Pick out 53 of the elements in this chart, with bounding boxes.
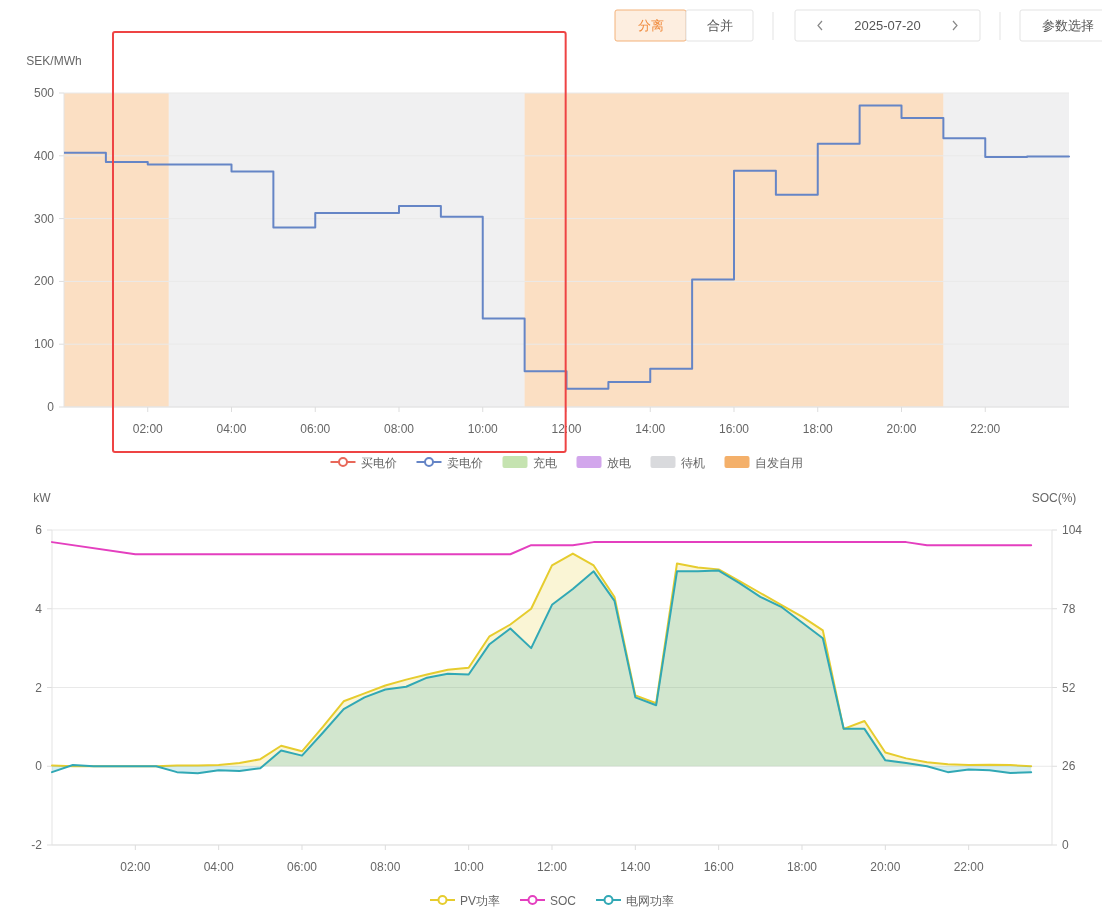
legend-label: 放电 [606, 455, 631, 470]
y2-tick-label: 0 [1062, 838, 1069, 852]
y-tick-label: 400 [33, 148, 55, 163]
x-tick-label: 18:00 [786, 860, 818, 874]
x-tick-label: 22:00 [970, 422, 1001, 436]
y-tick-label: 6 [35, 523, 43, 537]
x-tick-label: 08:00 [383, 422, 415, 436]
x-tick-label: 22:00 [953, 860, 985, 874]
legend-label: SOC [550, 893, 577, 908]
x-tick-label: 06:00 [300, 422, 331, 436]
y-tick-label: 0 [35, 759, 43, 774]
y-tick-label: 200 [33, 274, 55, 289]
text: 2025-07-20 [854, 18, 921, 33]
legend-label: 充电 [532, 455, 557, 470]
x-tick-label: 16:00 [718, 422, 750, 436]
text: 参数选择 [1041, 18, 1094, 33]
legend-label: 自发自用 [754, 455, 803, 470]
x-tick-label: 16:00 [703, 860, 735, 874]
y-tick-label: 0 [47, 400, 55, 414]
legend-label: 电网功率 [626, 893, 675, 908]
text: 合并 [706, 18, 733, 33]
text: 分离 [637, 18, 664, 33]
y2-tick-label: 78 [1062, 601, 1076, 616]
y-tick-label: 2 [35, 680, 43, 695]
y2-axis-title: SOC(%) [1031, 491, 1077, 505]
x-tick-label: 10:00 [467, 422, 499, 436]
x-tick-label: 04:00 [203, 860, 235, 874]
x-tick-label: 02:00 [132, 422, 164, 436]
x-tick-label: 20:00 [886, 422, 917, 436]
y2-tick-label: 104 [1062, 523, 1083, 537]
y-tick-label: 100 [33, 337, 55, 352]
x-tick-label: 02:00 [120, 860, 151, 874]
x-tick-label: 12:00 [536, 860, 568, 874]
legend-label: PV功率 [459, 893, 500, 908]
x-tick-label: 20:00 [870, 860, 901, 874]
y-axis-title: kW [33, 491, 52, 505]
y-axis-title: SEK/MWh [26, 54, 82, 68]
legend-label: 卖电价 [446, 455, 483, 470]
y-tick-label: 500 [33, 86, 55, 100]
y-tick-label: 4 [35, 601, 43, 616]
y-tick-label: 300 [33, 211, 55, 226]
x-tick-label: 04:00 [216, 422, 247, 436]
x-tick-label: 06:00 [286, 860, 318, 874]
legend-label: 买电价 [360, 455, 397, 470]
y2-tick-label: 26 [1062, 759, 1076, 774]
x-tick-label: 18:00 [802, 422, 834, 436]
x-tick-label: 14:00 [635, 422, 666, 436]
y2-tick-label: 52 [1062, 680, 1076, 695]
legend-label: 待机 [680, 455, 705, 470]
x-tick-label: 10:00 [453, 860, 485, 874]
x-tick-label: 08:00 [370, 860, 401, 874]
x-tick-label: 14:00 [620, 860, 651, 874]
y-tick-label: -2 [31, 838, 43, 852]
